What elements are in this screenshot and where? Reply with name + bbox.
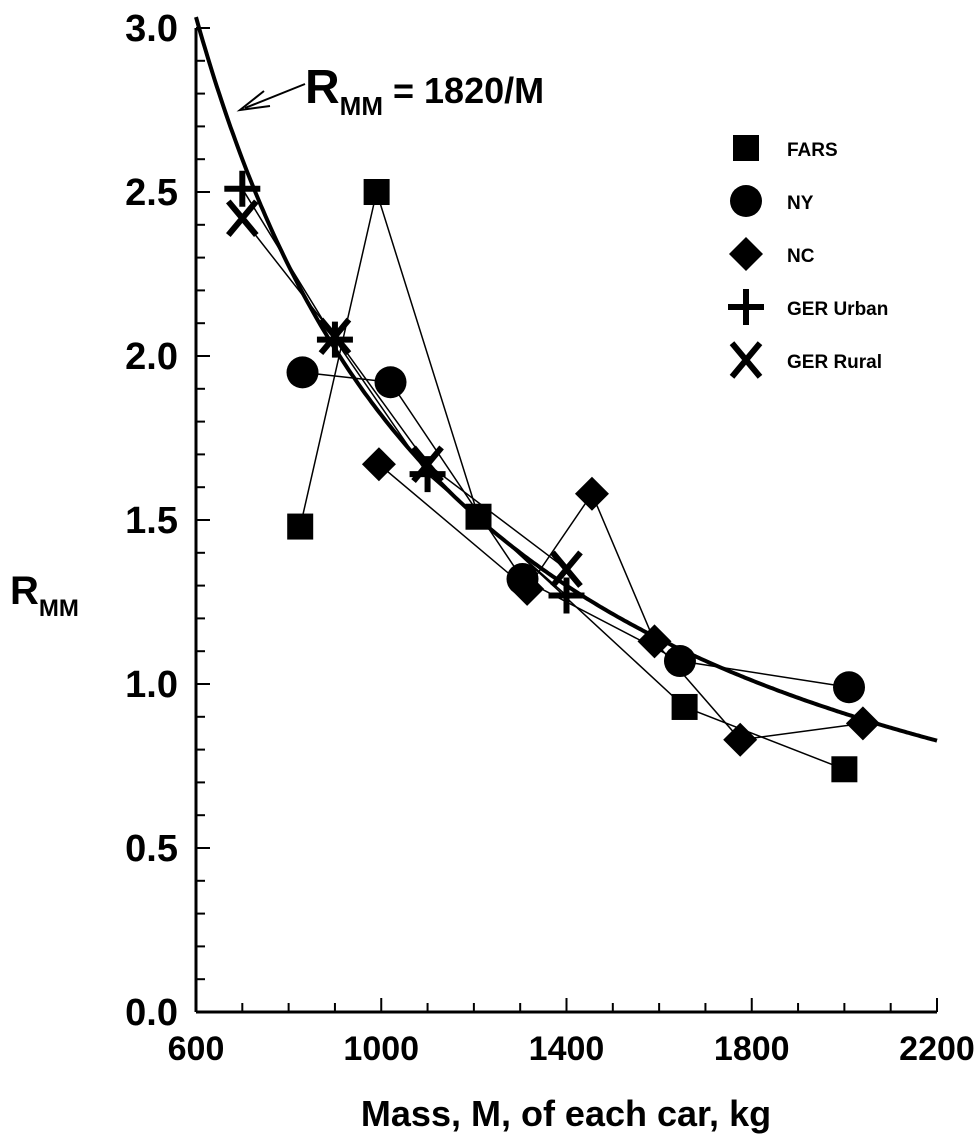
curve-annotation: RMM = 1820/M xyxy=(236,61,544,121)
curve-equation-sub: MM xyxy=(340,91,383,121)
x-tick-label: 600 xyxy=(168,1030,225,1068)
y-tick-labels: 0.0 0.5 1.0 1.5 2.0 2.5 3.0 xyxy=(125,8,178,1034)
y-tick-label: 0.0 xyxy=(125,992,178,1034)
data-markers xyxy=(224,170,880,783)
marker-ger-rural xyxy=(411,445,444,483)
legend-label-fars: FARS xyxy=(787,140,838,161)
marker-fars xyxy=(363,179,390,205)
marker-ger-rural xyxy=(550,550,583,588)
legend-marker-ny xyxy=(730,185,762,217)
series-line-ger-rural xyxy=(241,217,567,570)
x-tick-label: 1400 xyxy=(529,1030,605,1068)
marker-ger-rural xyxy=(318,317,352,356)
legend-label-ny: NY xyxy=(787,193,814,214)
marker-ny xyxy=(833,671,866,704)
series-lines xyxy=(241,188,863,770)
curve-equation-main: R xyxy=(305,61,340,114)
marker-ny xyxy=(286,356,319,389)
legend-label-ger-urban: GER Urban xyxy=(787,299,888,320)
marker-fars xyxy=(287,513,314,540)
series-line-ger-urban xyxy=(241,188,567,596)
y-tick-label: 0.5 xyxy=(125,828,178,870)
x-tick-label: 2200 xyxy=(899,1030,975,1068)
x-tick-label: 1800 xyxy=(714,1030,790,1068)
curve-equation: RMM = 1820/M xyxy=(305,61,544,121)
marker-nc xyxy=(361,447,396,482)
plot-area xyxy=(194,16,938,783)
axes: 600 1000 1400 1800 2200 0.0 0.5 1.0 1.5 2.0 2.5 3.… xyxy=(125,8,975,1068)
legend-marker-ger-urban xyxy=(728,289,764,325)
legend-label-ger-rural: GER Rural xyxy=(787,352,882,373)
y-axis-label-sub: MM xyxy=(39,595,79,622)
marker-ny xyxy=(374,366,407,399)
legend: FARS NY NC GER Urban GER Rural xyxy=(728,135,888,379)
legend-marker-nc xyxy=(729,237,763,271)
marker-nc xyxy=(574,476,609,511)
y-tick-label: 1.5 xyxy=(125,500,178,542)
y-tick-label: 2.0 xyxy=(125,336,178,378)
legend-marker-ger-rural xyxy=(729,341,763,379)
y-tick-label: 1.0 xyxy=(125,664,178,706)
marker-ger-urban xyxy=(548,577,585,614)
marker-nc xyxy=(723,722,758,757)
marker-fars xyxy=(831,756,858,783)
annotation-arrow-shaft xyxy=(244,83,306,109)
x-tick-label: 1000 xyxy=(343,1030,419,1068)
marker-nc xyxy=(637,624,672,659)
y-axis-label: RMM xyxy=(10,569,79,622)
y-tick-label: 2.5 xyxy=(125,172,178,214)
series-line-nc xyxy=(378,463,863,741)
marker-fars xyxy=(465,503,492,530)
y-tick-label: 3.0 xyxy=(125,8,178,50)
marker-ny xyxy=(663,645,696,678)
annotation-arrow-head xyxy=(236,90,271,112)
x-tick-labels: 600 1000 1400 1800 2200 xyxy=(168,1030,975,1068)
marker-nc xyxy=(845,706,880,741)
marker-ger-urban xyxy=(224,170,261,207)
marker-ger-rural xyxy=(226,199,259,237)
marker-fars xyxy=(671,693,698,720)
legend-label-nc: NC xyxy=(787,246,815,267)
x-ticks xyxy=(195,998,938,1012)
marker-nc xyxy=(510,571,545,606)
curve-equation-rest: = 1820/M xyxy=(383,70,544,111)
y-axis-label-main: R xyxy=(10,569,39,613)
x-axis-label: Mass, M, of each car, kg xyxy=(361,1093,771,1134)
legend-marker-fars xyxy=(733,135,759,161)
y-ticks xyxy=(196,27,210,1013)
